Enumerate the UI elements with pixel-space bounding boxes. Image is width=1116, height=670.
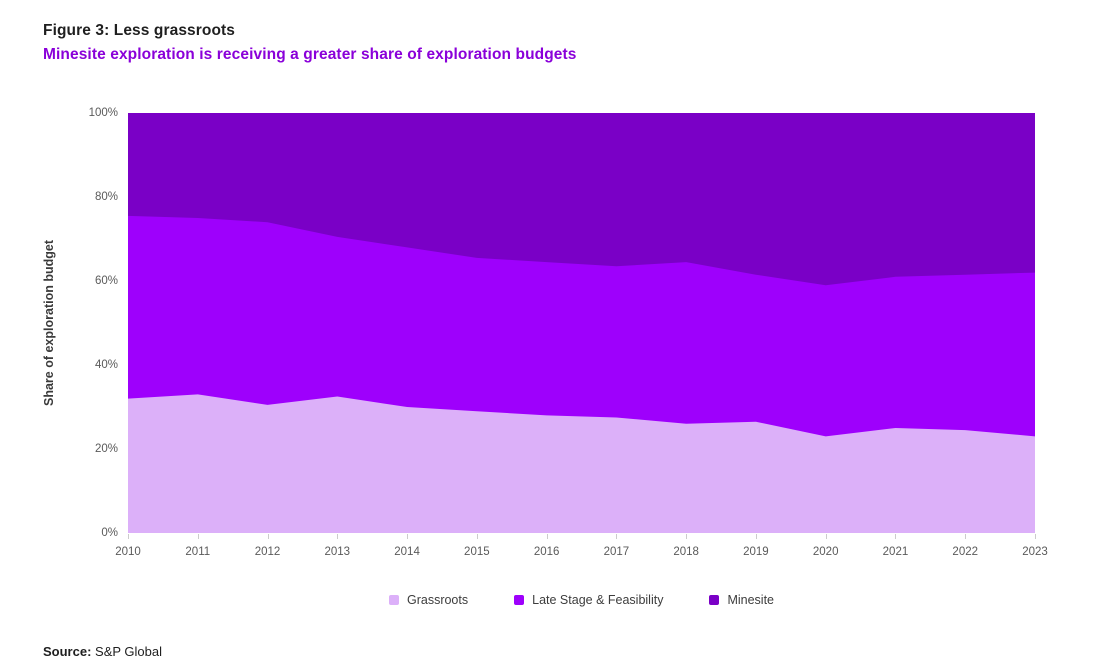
x-tick-label: 2014 xyxy=(394,546,420,558)
x-tick xyxy=(895,534,897,539)
x-tick-label: 2016 xyxy=(533,546,560,558)
x-tick-label: 2010 xyxy=(115,546,141,558)
legend-label: Grassroots xyxy=(406,593,469,607)
legend-label: Minesite xyxy=(727,593,774,607)
legend-item-late-stage: Late Stage & Feasibility xyxy=(514,593,663,607)
x-tick xyxy=(755,534,757,539)
x-tick-label: 2021 xyxy=(882,546,909,558)
y-tick-label: 60% xyxy=(94,275,118,287)
x-tick xyxy=(337,534,339,539)
y-tick-label: 0% xyxy=(101,527,118,539)
legend-swatch xyxy=(388,595,399,605)
stacked-area-plot xyxy=(128,113,1035,533)
x-tick xyxy=(267,534,269,539)
x-tick-label: 2022 xyxy=(952,546,979,558)
x-tick-label: 2012 xyxy=(254,546,281,558)
x-tick-label: 2017 xyxy=(603,546,630,558)
source-label: Source: xyxy=(43,644,92,659)
x-tick xyxy=(616,534,618,539)
x-tick xyxy=(128,534,129,539)
x-tick xyxy=(965,534,967,539)
figure-title: Figure 3: Less grassroots xyxy=(43,22,236,39)
x-tick xyxy=(197,534,199,539)
x-tick xyxy=(407,534,409,539)
x-tick xyxy=(476,534,478,539)
legend-label: Late Stage & Feasibility xyxy=(532,593,664,607)
y-tick-label: 100% xyxy=(88,107,118,119)
legend-item-grassroots: Grassroots xyxy=(388,593,469,607)
source-text: S&P Global xyxy=(91,644,162,659)
y-axis: 0% 20% 40% 60% 80% 100% xyxy=(0,107,118,539)
x-tick xyxy=(1035,534,1036,539)
figure-subtitle: Minesite exploration is receiving a grea… xyxy=(43,46,577,63)
x-tick xyxy=(546,534,548,539)
x-tick-label: 2023 xyxy=(1022,546,1048,558)
y-tick-label: 40% xyxy=(94,359,118,371)
x-tick xyxy=(686,534,688,539)
legend: Grassroots Late Stage & Feasibility Mine… xyxy=(128,593,1035,607)
legend-swatch xyxy=(514,595,525,605)
source-line: Source: S&P Global xyxy=(43,644,162,659)
x-tick-label: 2019 xyxy=(743,546,769,558)
x-axis: 2010 2011 2012 2013 2014 2015 2016 2017 2018 2019… xyxy=(115,534,1048,564)
x-tick-label: 2011 xyxy=(185,546,211,558)
x-tick-label: 2018 xyxy=(673,546,699,558)
x-tick-label: 2015 xyxy=(464,546,490,558)
x-tick-label: 2020 xyxy=(812,546,839,558)
legend-item-minesite: Minesite xyxy=(709,593,774,607)
x-tick-label: 2013 xyxy=(324,546,351,558)
legend-swatch xyxy=(709,595,720,605)
y-tick-label: 80% xyxy=(94,191,118,203)
y-tick-label: 20% xyxy=(94,443,118,455)
x-tick xyxy=(825,534,827,539)
